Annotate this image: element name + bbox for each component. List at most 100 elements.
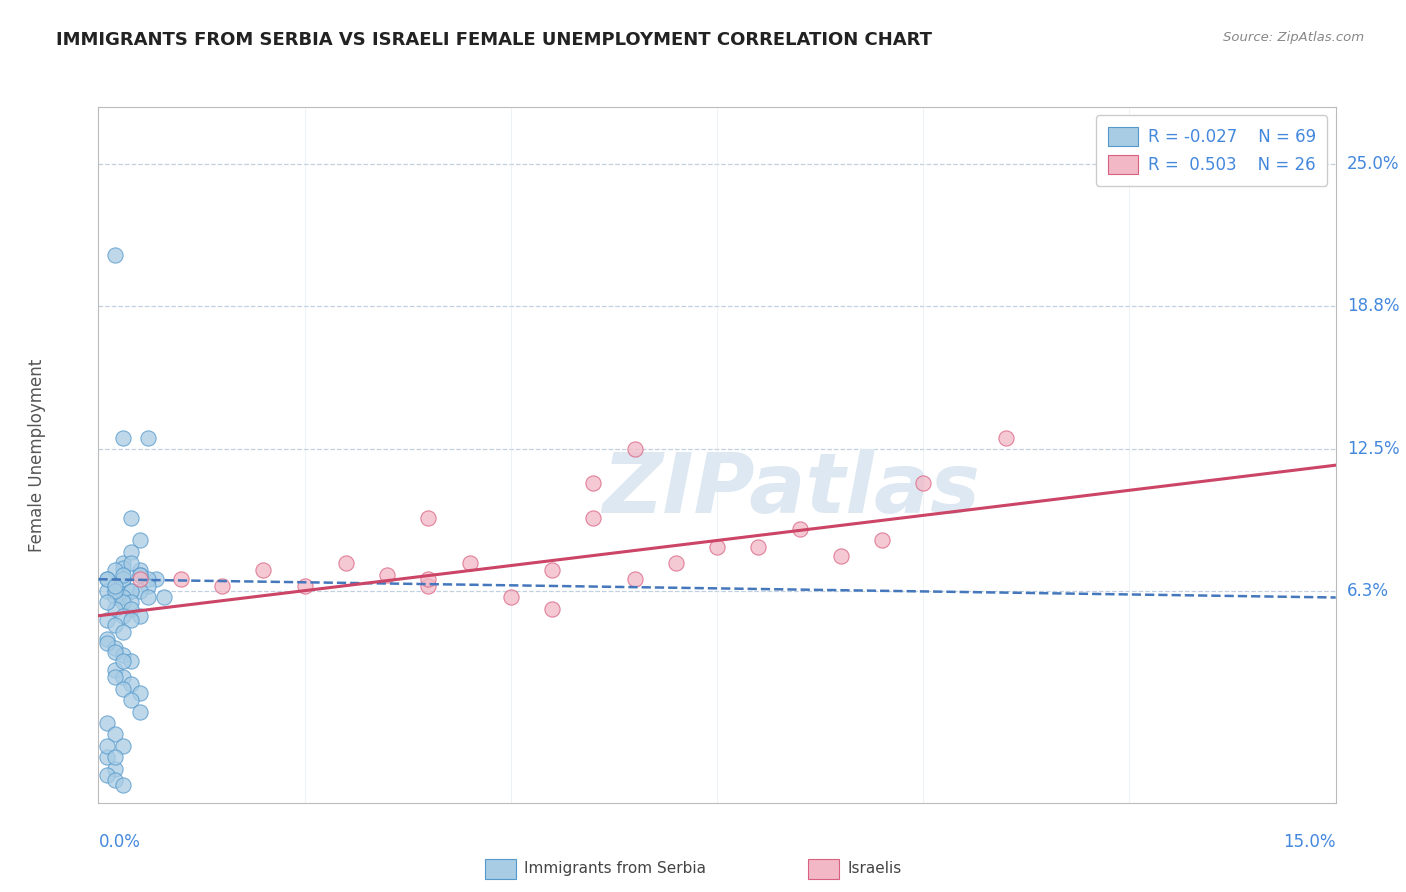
Text: 0.0%: 0.0% — [98, 833, 141, 851]
Legend: R = -0.027    N = 69, R =  0.503    N = 26: R = -0.027 N = 69, R = 0.503 N = 26 — [1095, 115, 1327, 186]
Point — [120, 613, 142, 627]
Point — [104, 727, 127, 741]
Point — [112, 567, 135, 582]
Point — [994, 431, 1017, 445]
Point — [120, 693, 142, 707]
Point — [96, 572, 118, 586]
Point — [541, 602, 564, 616]
Point — [912, 476, 935, 491]
Point — [706, 541, 728, 555]
Point — [418, 572, 440, 586]
Point — [582, 476, 605, 491]
Point — [112, 591, 135, 605]
Text: Source: ZipAtlas.com: Source: ZipAtlas.com — [1223, 31, 1364, 45]
Point — [112, 681, 135, 696]
Point — [458, 556, 481, 570]
Text: Immigrants from Serbia: Immigrants from Serbia — [524, 862, 706, 876]
Point — [112, 648, 135, 662]
Point — [128, 567, 150, 582]
Point — [96, 739, 118, 753]
Point — [120, 602, 142, 616]
Point — [136, 591, 159, 605]
Point — [870, 533, 893, 548]
Point — [153, 591, 176, 605]
Point — [830, 549, 852, 564]
Text: 18.8%: 18.8% — [1347, 296, 1399, 315]
Point — [789, 522, 811, 536]
Text: 12.5%: 12.5% — [1347, 441, 1399, 458]
Point — [128, 583, 150, 598]
Point — [582, 510, 605, 524]
Point — [96, 583, 118, 598]
Point — [104, 248, 127, 262]
Point — [211, 579, 233, 593]
Point — [252, 563, 274, 577]
Point — [104, 640, 127, 655]
Text: 6.3%: 6.3% — [1347, 582, 1389, 599]
Point — [120, 556, 142, 570]
Point — [96, 768, 118, 782]
Point — [128, 608, 150, 623]
Point — [112, 778, 135, 792]
Point — [104, 772, 127, 787]
Point — [112, 561, 135, 575]
Point — [120, 654, 142, 668]
Point — [136, 431, 159, 445]
Point — [128, 567, 150, 582]
Text: Israelis: Israelis — [848, 862, 903, 876]
Point — [96, 632, 118, 646]
Point — [104, 583, 127, 598]
Point — [104, 664, 127, 678]
Point — [112, 572, 135, 586]
Text: ZIPatlas: ZIPatlas — [602, 450, 980, 530]
Point — [96, 715, 118, 730]
Point — [112, 572, 135, 586]
Point — [120, 583, 142, 598]
Point — [499, 591, 522, 605]
Text: 25.0%: 25.0% — [1347, 155, 1399, 173]
Point — [128, 572, 150, 586]
Point — [112, 739, 135, 753]
Point — [623, 442, 645, 457]
Point — [120, 677, 142, 691]
Point — [104, 563, 127, 577]
Point — [418, 579, 440, 593]
Point — [112, 595, 135, 609]
Point — [104, 750, 127, 764]
Point — [112, 654, 135, 668]
Point — [145, 572, 167, 586]
Point — [747, 541, 769, 555]
Point — [136, 572, 159, 586]
Point — [170, 572, 193, 586]
Point — [96, 595, 118, 609]
Point — [96, 572, 118, 586]
Point — [112, 608, 135, 623]
Point — [112, 624, 135, 639]
Point — [120, 595, 142, 609]
Point — [104, 579, 127, 593]
Text: Female Unemployment: Female Unemployment — [28, 359, 45, 551]
Point — [623, 572, 645, 586]
Point — [104, 602, 127, 616]
Point — [294, 579, 316, 593]
Point — [104, 645, 127, 659]
Point — [128, 533, 150, 548]
Point — [665, 556, 688, 570]
Point — [112, 431, 135, 445]
Point — [104, 583, 127, 598]
Point — [96, 636, 118, 650]
Point — [418, 510, 440, 524]
Point — [128, 705, 150, 719]
Point — [104, 762, 127, 776]
Point — [128, 563, 150, 577]
Point — [136, 579, 159, 593]
Point — [120, 545, 142, 559]
Point — [120, 510, 142, 524]
Point — [120, 583, 142, 598]
Point — [541, 563, 564, 577]
Point — [96, 750, 118, 764]
Point — [96, 613, 118, 627]
Text: 15.0%: 15.0% — [1284, 833, 1336, 851]
Point — [104, 579, 127, 593]
Point — [128, 686, 150, 700]
